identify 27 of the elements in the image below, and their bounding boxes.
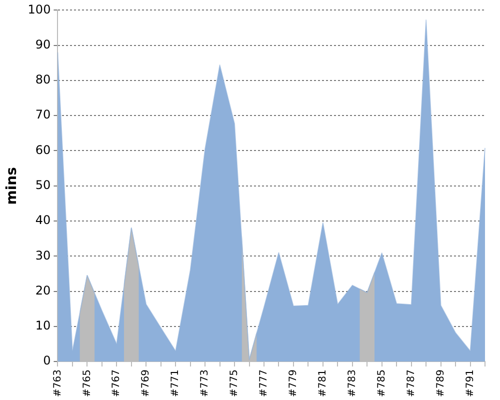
x-tick-label: #787	[406, 370, 417, 398]
y-tick-label: 50	[35, 178, 51, 192]
x-tick-label: #777	[258, 370, 270, 398]
x-tick-label: #783	[346, 370, 358, 398]
y-axis-title: mins	[4, 167, 20, 205]
y-tick-label: 80	[35, 72, 51, 87]
y-tick-label: 20	[35, 283, 51, 298]
y-tick-label: 60	[35, 142, 51, 157]
x-tick-label: #765	[82, 370, 93, 398]
x-tick-label: #771	[170, 370, 182, 398]
x-tick-label: #775	[229, 370, 240, 398]
y-tick-label: 90	[35, 37, 51, 52]
x-tick-label: #785	[376, 370, 388, 398]
x-tick-label: #763	[52, 370, 64, 398]
x-tick-label: #781	[318, 370, 329, 398]
y-tick-label: 70	[35, 108, 51, 122]
x-tick-label: #791	[464, 370, 476, 398]
y-tick-label: 30	[35, 248, 51, 262]
y-tick-label: 40	[35, 213, 51, 228]
y-tick-label: 10	[35, 318, 51, 333]
x-tick-label: #767	[111, 370, 122, 398]
x-tick-label: #779	[288, 370, 300, 398]
y-tick-label: 100	[28, 2, 51, 16]
x-tick-label: #773	[200, 370, 211, 398]
y-tick-label: 0	[43, 354, 51, 368]
x-tick-label: #789	[435, 370, 446, 398]
x-tick-label: #769	[140, 370, 152, 398]
